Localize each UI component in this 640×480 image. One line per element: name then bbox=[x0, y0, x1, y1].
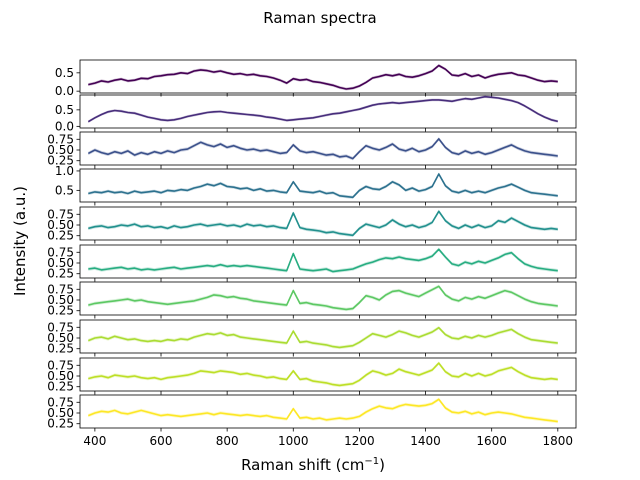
y-tick-label: 0.75 bbox=[47, 207, 74, 221]
spectrum-line-6 bbox=[88, 248, 558, 273]
y-tick-label: 0.75 bbox=[47, 245, 74, 259]
x-tick-label: 1000 bbox=[278, 434, 309, 448]
y-tick-label: 0.5 bbox=[55, 183, 74, 197]
x-axis-label-main: Raman shift (cm bbox=[241, 456, 364, 474]
subplot-frame-7 bbox=[79, 281, 577, 316]
y-tick-label: 0.25 bbox=[47, 267, 74, 281]
x-axis-label: Raman shift (cm−1) bbox=[241, 456, 385, 474]
spectrum-line-9 bbox=[88, 362, 558, 387]
subplot-frame-2 bbox=[79, 94, 577, 129]
subplot-frame-4 bbox=[79, 168, 577, 203]
x-tick-label: 400 bbox=[83, 434, 106, 448]
y-tick-label: 0.50 bbox=[47, 331, 74, 345]
spectrum-line-4 bbox=[88, 173, 558, 199]
y-tick-label: 0.50 bbox=[47, 218, 74, 232]
x-tick-label: 1400 bbox=[410, 434, 441, 448]
y-tick-label: 0.5 bbox=[55, 66, 74, 80]
y-tick-label: 1.0 bbox=[55, 164, 74, 178]
x-tick-label: 800 bbox=[216, 434, 239, 448]
y-tick-label: 0.50 bbox=[47, 293, 74, 307]
x-axis-label-close: ) bbox=[379, 456, 385, 474]
subplot-frame-5 bbox=[79, 206, 577, 241]
spectrum-band-3 bbox=[88, 137, 558, 161]
y-tick-label: 0.25 bbox=[47, 229, 74, 243]
subplot-frame-10 bbox=[79, 394, 577, 429]
y-tick-label: 0.0 bbox=[55, 119, 74, 133]
y-tick-label: 0.50 bbox=[47, 369, 74, 383]
y-tick-label: 0.25 bbox=[47, 154, 74, 168]
chart-title: Raman spectra bbox=[263, 9, 376, 27]
subplot-9: 0.250.500.75 bbox=[47, 357, 577, 395]
spectrum-line-3 bbox=[87, 138, 558, 160]
subplot-10: 0.250.500.75 400 600 800 1000 1200 1400 1600 180… bbox=[47, 394, 577, 448]
y-tick-label: 0.25 bbox=[47, 417, 74, 431]
y-tick-label: 0.25 bbox=[47, 380, 74, 394]
y-tick-label: 0.25 bbox=[47, 342, 74, 356]
subplot-4: 0.51.0 bbox=[55, 164, 577, 206]
spectrum-band-4 bbox=[88, 172, 558, 199]
x-tick-label: 1600 bbox=[476, 434, 507, 448]
subplot-6: 0.250.500.75 bbox=[47, 244, 577, 282]
subplot-frame-1 bbox=[79, 59, 577, 94]
spectrum-band-10 bbox=[88, 397, 558, 424]
subplot-frame-8 bbox=[79, 319, 577, 354]
y-tick-label: 0.75 bbox=[47, 132, 74, 146]
y-tick-label: 0.50 bbox=[47, 256, 74, 270]
x-tick-label: 1800 bbox=[543, 434, 574, 448]
x-axis-label-superscript: −1 bbox=[364, 456, 379, 467]
spectrum-line-1 bbox=[88, 64, 558, 90]
spectrum-line-2 bbox=[87, 95, 558, 123]
y-tick-label: 0.50 bbox=[47, 406, 74, 420]
subplot-3: 0.250.500.75 bbox=[47, 131, 577, 169]
y-tick-label: 0.50 bbox=[47, 143, 74, 157]
spectrum-line-10 bbox=[88, 398, 558, 423]
y-tick-label: 0.25 bbox=[47, 304, 74, 318]
subplot-frame-3 bbox=[79, 131, 577, 166]
subplot-5: 0.250.500.75 bbox=[47, 206, 577, 244]
y-tick-label: 0.75 bbox=[47, 320, 74, 334]
spectrum-line-8 bbox=[88, 326, 558, 349]
y-tick-label: 0.75 bbox=[47, 282, 74, 296]
y-tick-label: 0.75 bbox=[47, 358, 74, 372]
spectrum-line-7 bbox=[88, 285, 558, 311]
subplot-frame-9 bbox=[79, 357, 577, 392]
y-tick-label: 0.75 bbox=[47, 395, 74, 409]
x-tick-label: 600 bbox=[150, 434, 173, 448]
subplot-stack: 0.00.50.00.50.250.500.750.51.00.250.500.… bbox=[47, 59, 577, 448]
subplot-7: 0.250.500.75 bbox=[47, 281, 577, 319]
spectrum-band-6 bbox=[88, 247, 558, 274]
spectrum-line-5 bbox=[88, 210, 558, 237]
subplot-2: 0.00.5 bbox=[55, 94, 577, 133]
y-axis-label: Intensity (a.u.) bbox=[11, 186, 29, 296]
y-tick-label: 0.0 bbox=[55, 84, 74, 98]
x-tick-label: 1200 bbox=[344, 434, 375, 448]
subplot-frame-6 bbox=[79, 244, 577, 279]
subplot-8: 0.250.500.75 bbox=[47, 319, 577, 357]
y-tick-label: 0.5 bbox=[55, 103, 74, 117]
